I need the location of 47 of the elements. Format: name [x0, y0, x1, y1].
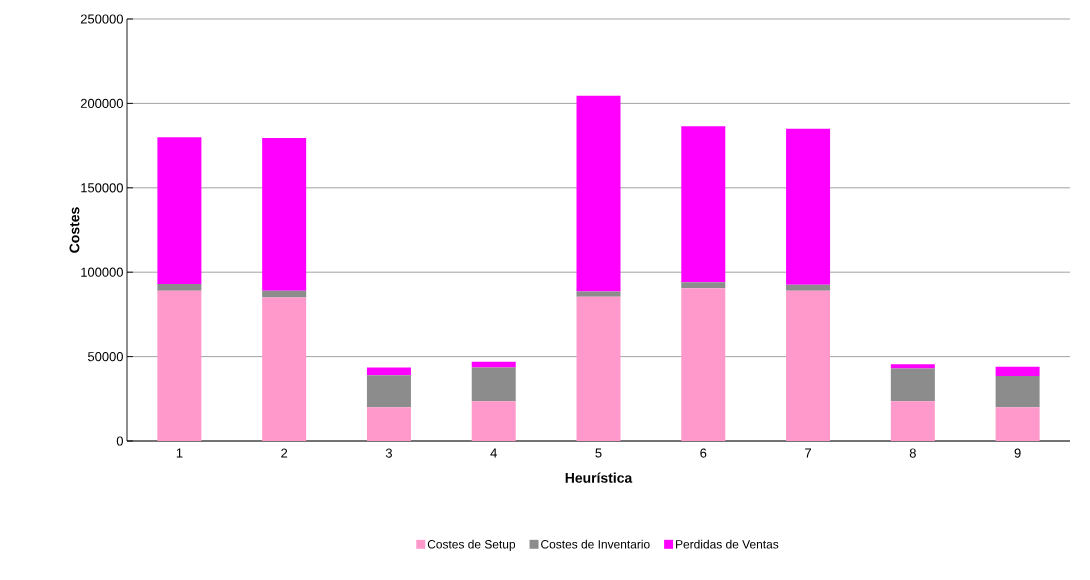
bar — [471, 361, 516, 368]
bar — [681, 282, 726, 289]
bar — [786, 284, 831, 291]
x-tick-label: 9 — [1014, 448, 1021, 458]
bar — [681, 288, 726, 441]
legend-label: Perdidas de Ventas — [676, 539, 779, 549]
bar — [890, 364, 935, 369]
bar — [995, 376, 1040, 408]
y-tick-label: 100000 — [81, 267, 123, 277]
x-tick-label: 3 — [385, 448, 392, 458]
bar — [366, 367, 411, 376]
bar — [157, 284, 202, 291]
legend-label: Costes de Setup — [427, 539, 516, 551]
legend-label: Costes de Inventario — [541, 539, 650, 549]
bar — [366, 375, 411, 408]
bar — [576, 296, 621, 441]
bar — [681, 126, 726, 283]
bar — [471, 401, 516, 441]
y-tick-label: 200000 — [80, 98, 123, 108]
bar — [366, 407, 411, 441]
bar — [995, 407, 1040, 441]
bar — [890, 368, 935, 402]
x-tick-label: 8 — [909, 448, 916, 458]
y-tick-label: 150000 — [81, 183, 123, 193]
x-tick-label: 2 — [281, 448, 288, 458]
bar — [576, 291, 621, 297]
y-tick-label: 250000 — [80, 14, 123, 24]
x-tick-label: 6 — [700, 448, 707, 458]
x-tick-label: 1 — [176, 448, 183, 458]
bar — [995, 366, 1040, 377]
bar — [786, 290, 831, 441]
bar — [157, 290, 202, 441]
bar — [262, 297, 307, 441]
bar — [262, 138, 307, 291]
bar — [786, 128, 831, 285]
bar — [262, 290, 307, 298]
bar — [890, 401, 935, 441]
y-axis-title: Costes — [69, 207, 80, 253]
y-tick-label: 50000 — [87, 352, 123, 362]
y-tick-label: 0 — [116, 436, 123, 446]
x-tick-label: 5 — [595, 448, 602, 458]
x-tick-label: 7 — [805, 448, 811, 458]
bar — [576, 95, 621, 292]
x-axis-title: Heurística — [565, 472, 633, 483]
bar — [471, 367, 516, 402]
bar — [157, 137, 202, 285]
x-tick-label: 4 — [490, 448, 497, 458]
